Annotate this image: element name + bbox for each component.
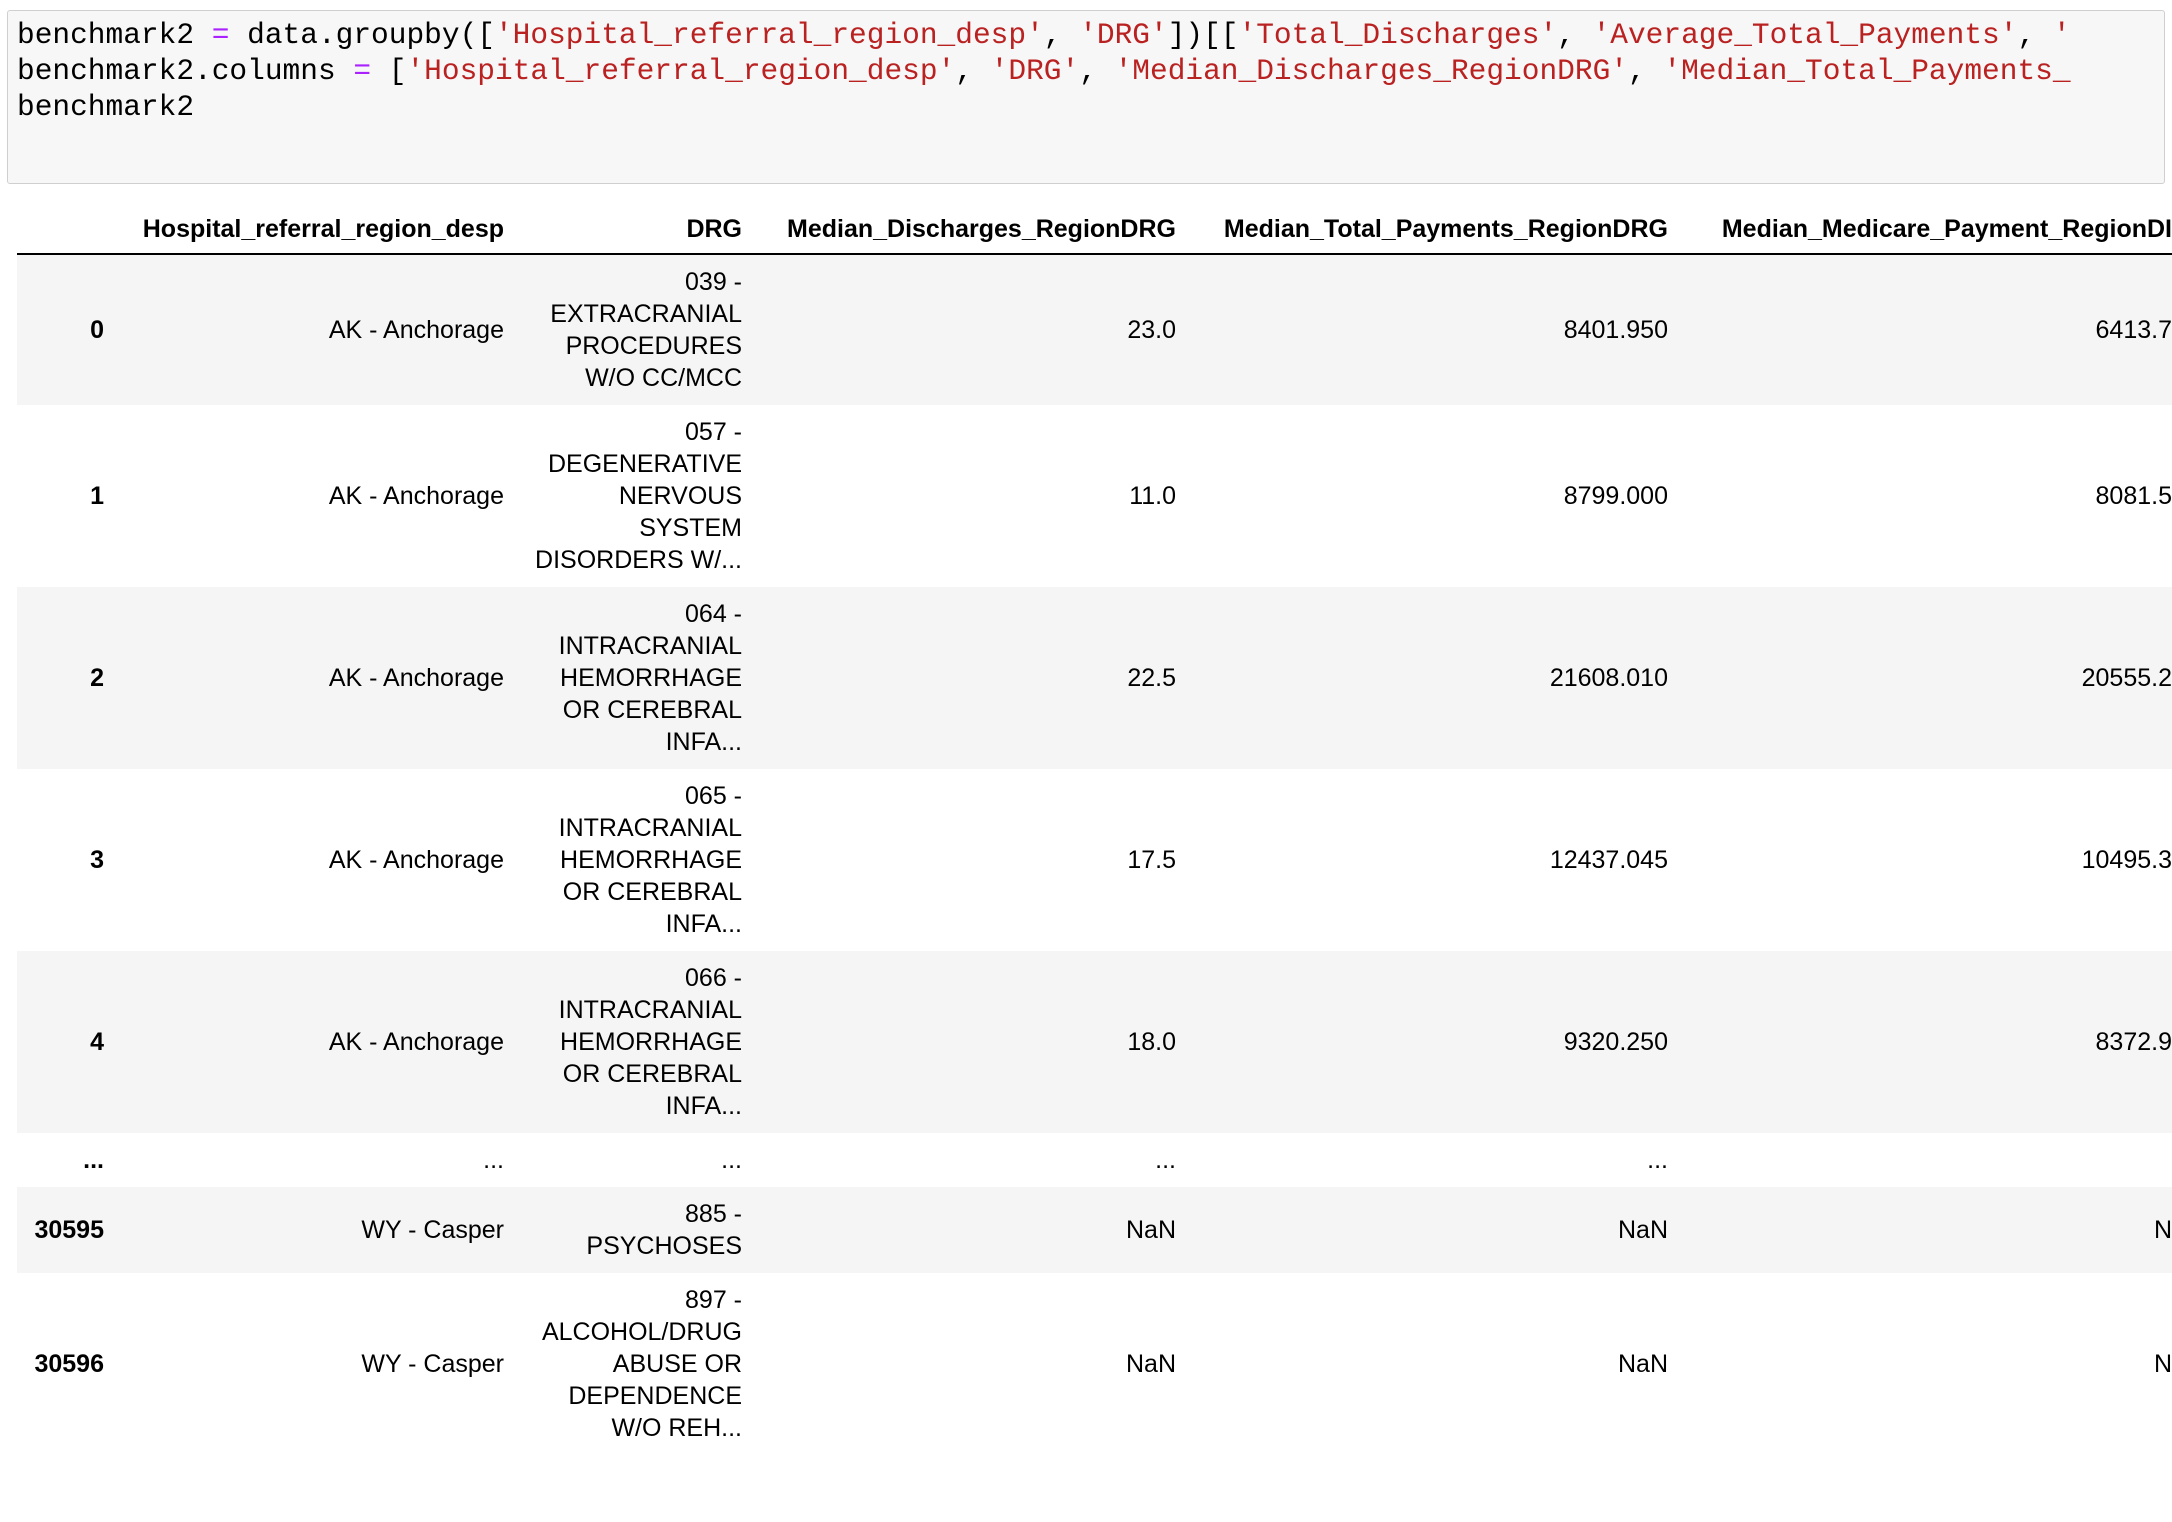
dataframe: Hospital_referral_region_desp DRG Median_D…	[17, 205, 2172, 1455]
row-index: ...	[83, 1146, 104, 1174]
table-cell: AK - Anchorage	[328, 482, 504, 510]
table-cell: N	[2153, 1350, 2172, 1378]
table-cell: AK - Anchorage	[328, 664, 504, 692]
column-header: Median_Medicare_Payment_RegionDI	[1682, 205, 2172, 255]
output-area: Hospital_referral_region_desp DRG Median_D…	[17, 205, 2172, 1522]
table-cell: 066 - INTRACRANIAL HEMORRHAGE OR CEREBRA…	[558, 964, 742, 1120]
column-header: Median_Total_Payments_RegionDRG	[1190, 205, 1682, 255]
table-row: 3 AK - Anchorage 065 - INTRACRANIAL HEMORR…	[17, 769, 2172, 951]
table-cell: N	[2153, 1216, 2172, 1244]
table-cell: WY - Casper	[361, 1216, 504, 1244]
table-row: 2 AK - Anchorage 064 - INTRACRANIAL HEMORR…	[17, 587, 2172, 769]
table-cell: 20555.2	[2081, 664, 2172, 692]
table-cell: WY - Casper	[361, 1350, 504, 1378]
table-cell: 064 - INTRACRANIAL HEMORRHAGE OR CEREBRA…	[558, 600, 742, 756]
column-header: Hospital_referral_region_desp	[118, 205, 518, 255]
table-row: 0 AK - Anchorage 039 - EXTRACRANIAL PROCED…	[17, 254, 2172, 405]
table-cell: ...	[1155, 1146, 1176, 1174]
table-cell: ...	[721, 1146, 742, 1174]
row-index: 30596	[34, 1350, 104, 1378]
table-cell: NaN	[1125, 1350, 1176, 1378]
table-cell: 039 - EXTRACRANIAL PROCEDURES W/O CC/MCC	[550, 268, 742, 392]
table-cell: 10495.3	[2081, 846, 2172, 874]
table-cell: 18.0	[1127, 1028, 1176, 1056]
row-index: 0	[90, 316, 104, 344]
table-cell: ...	[1647, 1146, 1668, 1174]
row-index: 3	[90, 846, 104, 874]
table-cell: 11.0	[1129, 482, 1176, 510]
table-cell: 22.5	[1127, 664, 1176, 692]
table-cell: 8081.5	[2095, 482, 2172, 510]
row-index: 2	[90, 664, 104, 692]
table-row: 30596 WY - Casper 897 - ALCOHOL/DRUG ABUSE…	[17, 1273, 2172, 1455]
table-cell: 8401.950	[1563, 316, 1668, 344]
code-line: benchmark2 = data.groupby(['Hospital_ref…	[17, 18, 2071, 52]
table-cell	[1682, 1133, 2172, 1187]
column-header: Median_Discharges_RegionDRG	[756, 205, 1190, 255]
table-cell: 12437.045	[1549, 846, 1668, 874]
code-line: benchmark2.columns = ['Hospital_referral…	[17, 54, 2071, 88]
table-cell: AK - Anchorage	[328, 1028, 504, 1056]
row-index: 30595	[34, 1216, 104, 1244]
table-cell: ...	[483, 1146, 504, 1174]
table-cell: AK - Anchorage	[328, 846, 504, 874]
table-cell: 8372.9	[2095, 1028, 2172, 1056]
table-cell: 23.0	[1127, 316, 1176, 344]
table-cell: 057 - DEGENERATIVE NERVOUS SYSTEM DISORD…	[535, 418, 742, 574]
row-index: 1	[90, 482, 104, 510]
index-header	[17, 205, 118, 255]
table-cell: 065 - INTRACRANIAL HEMORRHAGE OR CEREBRA…	[558, 782, 742, 938]
code-line: benchmark2	[17, 90, 195, 124]
code-cell[interactable]: benchmark2 = data.groupby(['Hospital_ref…	[7, 10, 2165, 184]
table-cell: 8799.000	[1563, 482, 1668, 510]
table-cell: NaN	[1125, 1216, 1176, 1244]
row-index: 4	[90, 1028, 104, 1056]
header-row: Hospital_referral_region_desp DRG Median_D…	[17, 205, 2172, 255]
table-cell: 9320.250	[1563, 1028, 1668, 1056]
table-cell: AK - Anchorage	[328, 316, 504, 344]
table-cell: 21608.010	[1549, 664, 1668, 692]
table-cell: NaN	[1617, 1350, 1668, 1378]
table-row: 4 AK - Anchorage 066 - INTRACRANIAL HEMORR…	[17, 951, 2172, 1133]
table-row: 1 AK - Anchorage 057 - DEGENERATIVE NERVOU…	[17, 405, 2172, 587]
table-cell: 897 - ALCOHOL/DRUG ABUSE OR DEPENDENCE W…	[541, 1286, 742, 1442]
table-cell: 6413.7	[2095, 316, 2172, 344]
table-row: 30595 WY - Casper 885 - PSYCHOSES NaN NaN N	[17, 1187, 2172, 1273]
table-cell: 885 - PSYCHOSES	[586, 1200, 742, 1260]
table-cell: 17.5	[1127, 846, 1176, 874]
column-header: DRG	[518, 205, 756, 255]
table-row: ...............	[17, 1133, 2172, 1187]
table-cell: NaN	[1617, 1216, 1668, 1244]
